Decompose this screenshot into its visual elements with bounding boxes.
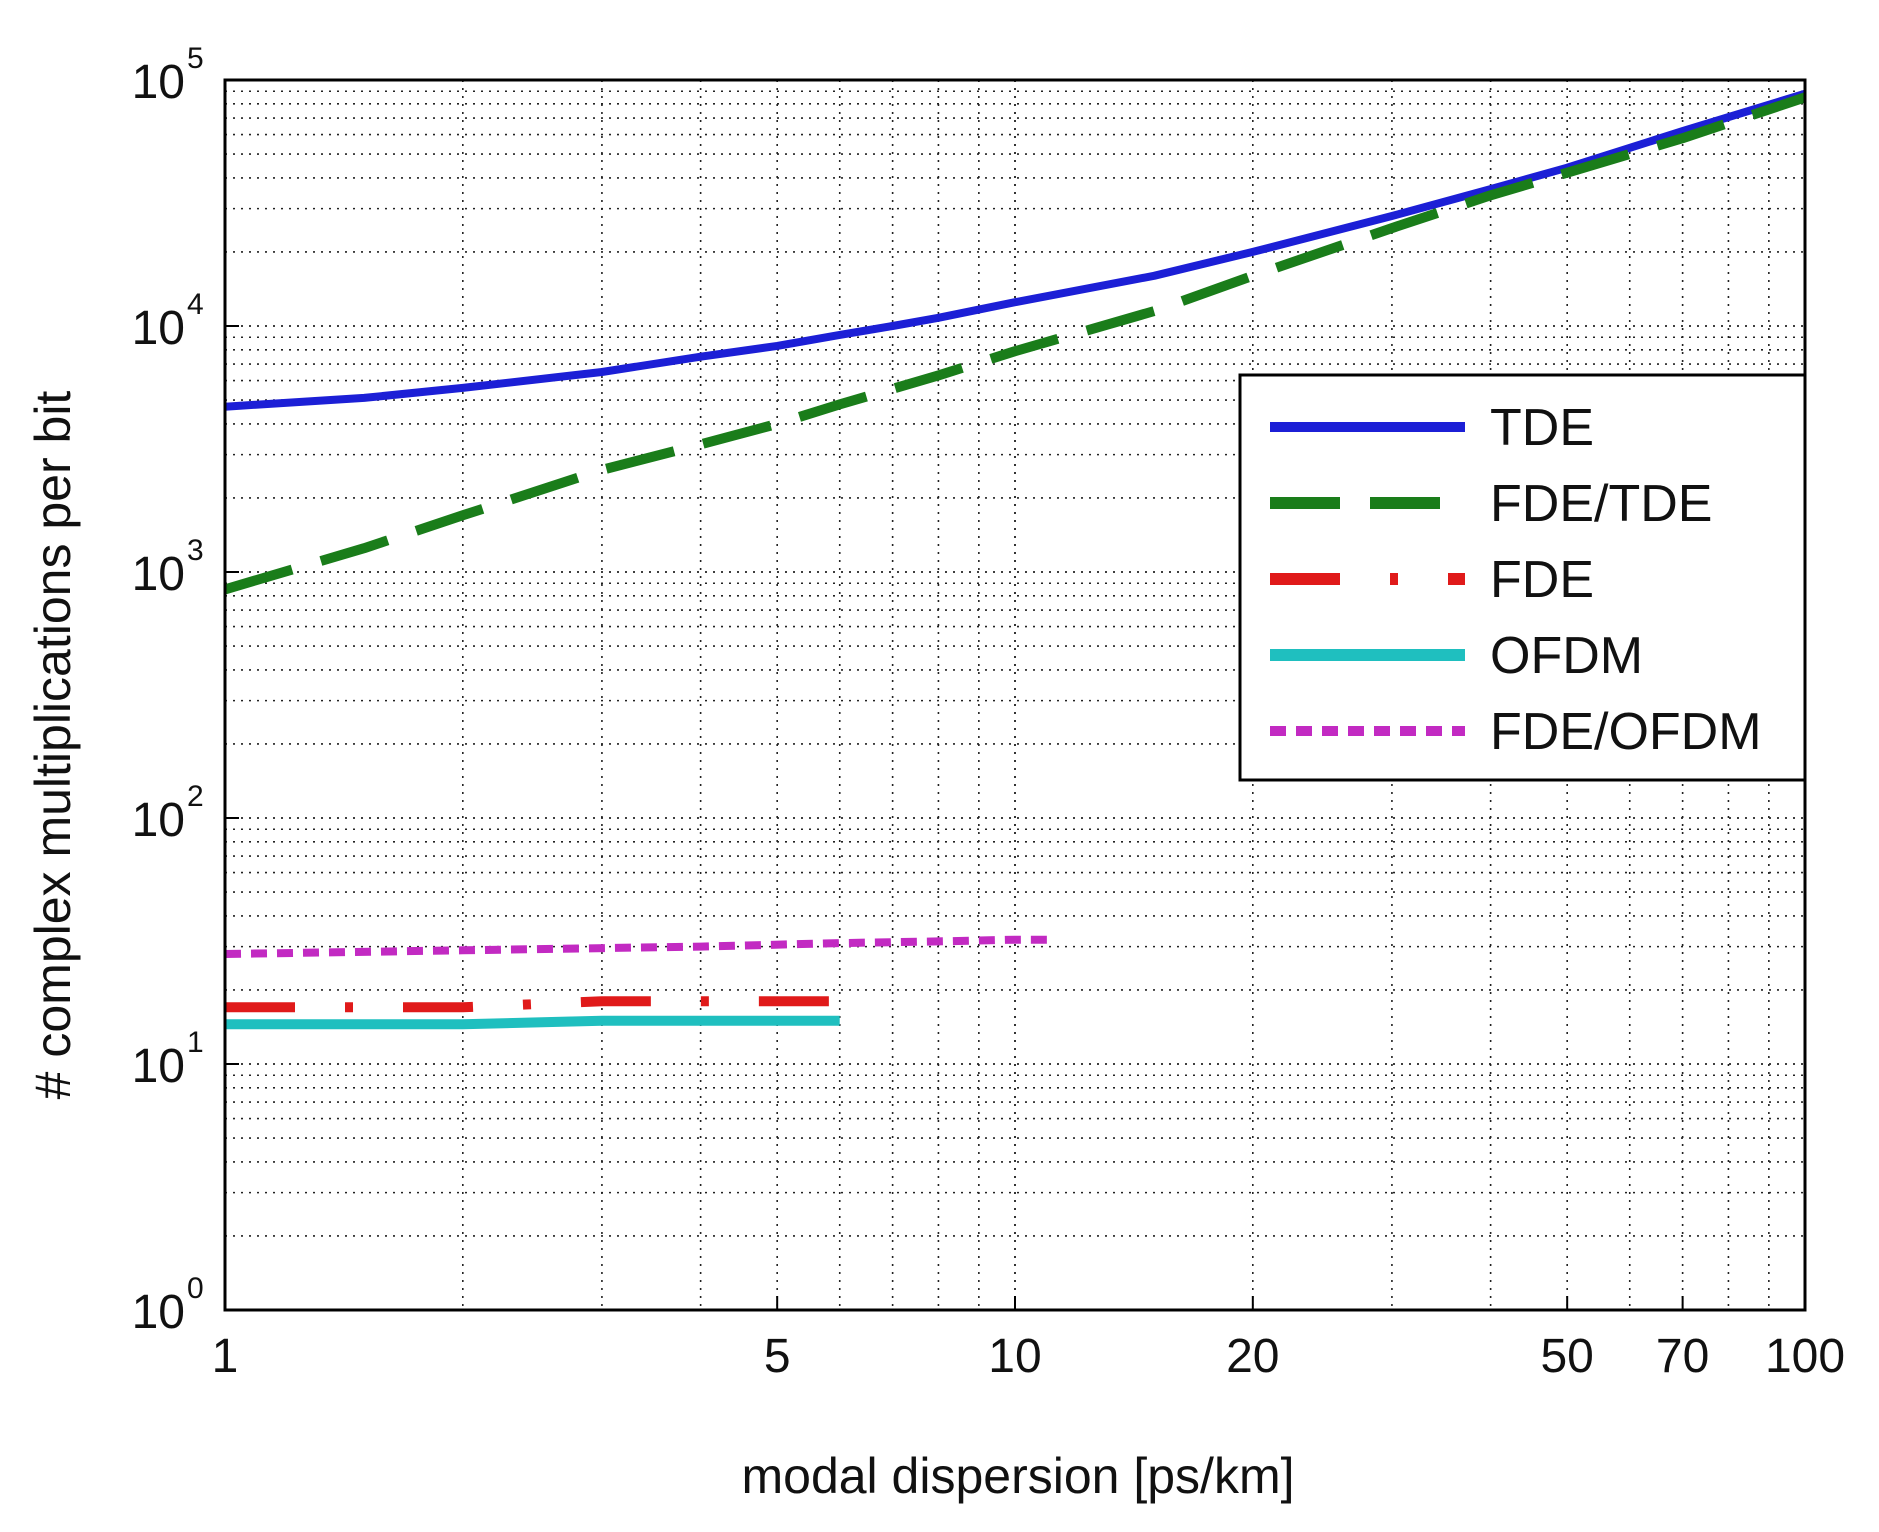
series-line-tde — [224, 89, 1807, 411]
series-line-fde-ofdm — [224, 935, 1048, 958]
x-tick-label: 5 — [764, 1330, 791, 1383]
y-tick-label: 10 — [132, 794, 185, 847]
legend: TDE FDE/TDE FDE OFDM FDE/OFDM — [1238, 373, 1807, 782]
y-tick-exponent: 4 — [187, 288, 204, 321]
series-layer — [223, 89, 1807, 1030]
y-tick-label: 10 — [132, 548, 185, 601]
y-tick-exponent: 3 — [187, 534, 204, 567]
series-line-fde-tde — [223, 92, 1807, 595]
x-tick-labels: 1 5 10 20 50 70 100 — [212, 1330, 1845, 1383]
x-tick-label: 100 — [1765, 1330, 1845, 1383]
y-tick-exponent: 0 — [187, 1272, 204, 1305]
legend-label: FDE — [1490, 551, 1594, 609]
y-tick-label: 10 — [132, 302, 185, 355]
x-tick-label: 10 — [988, 1330, 1041, 1383]
series-line-ofdm — [225, 1015, 840, 1030]
y-tick-label: 10 — [132, 56, 185, 109]
y-tick-label: 10 — [132, 1286, 185, 1339]
legend-label: OFDM — [1490, 627, 1643, 685]
x-axis-label: modal dispersion [ps/km] — [741, 1448, 1294, 1504]
legend-label: FDE/OFDM — [1490, 703, 1762, 761]
y-tick-label: 10 — [132, 1040, 185, 1093]
legend-label: TDE — [1490, 399, 1594, 457]
legend-label: FDE/TDE — [1490, 475, 1712, 533]
tick-marks — [224, 79, 1806, 1311]
y-tick-exponent: 5 — [187, 42, 204, 75]
series-line-fde — [225, 996, 840, 1013]
y-axis-label: # complex multiplications per bit — [25, 391, 81, 1100]
y-tick-exponent: 2 — [187, 780, 204, 813]
x-tick-label: 70 — [1656, 1330, 1709, 1383]
x-tick-label: 1 — [212, 1330, 239, 1383]
x-tick-label: 50 — [1540, 1330, 1593, 1383]
x-tick-label: 20 — [1226, 1330, 1279, 1383]
y-tick-exponent: 1 — [187, 1026, 204, 1059]
